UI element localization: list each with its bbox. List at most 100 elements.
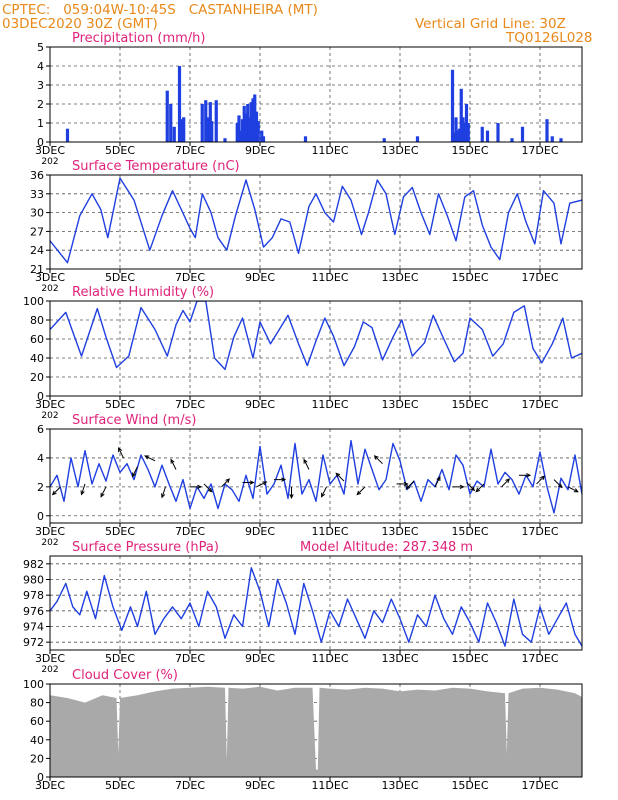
wind-arrow — [81, 483, 86, 495]
wind-series-line — [50, 439, 582, 514]
precip-title: Precipitation (mm/h) — [72, 31, 205, 46]
wind-arrow-head — [436, 475, 441, 482]
wind-arrow-head — [170, 458, 175, 464]
xtick-label: 15DEC — [451, 398, 488, 411]
ytick-label: 0 — [37, 771, 44, 784]
ytick-label: 80 — [30, 314, 44, 327]
wind-arrow-head — [262, 481, 268, 486]
wind-arrow-head — [132, 472, 137, 478]
precip-bar — [200, 104, 204, 142]
ytick-label: 1 — [37, 117, 44, 130]
precip-bar — [415, 136, 420, 142]
xtick-label: 15DEC — [451, 144, 488, 157]
xtick-label: 5DEC — [105, 144, 135, 157]
wind-arrow — [303, 459, 310, 470]
xtick-label: 3DEC — [35, 652, 65, 665]
xtick-label: 5DEC — [105, 652, 135, 665]
precip-bar — [466, 123, 470, 142]
xtick-label: 11DEC — [311, 144, 348, 157]
rh-series-line — [50, 301, 582, 371]
precip-bar — [182, 117, 186, 142]
precip-bar — [247, 117, 252, 142]
precip-bar — [177, 66, 182, 142]
wind-arrow — [475, 483, 485, 493]
wind-arrow — [335, 472, 345, 482]
wind-arrow — [118, 447, 124, 459]
ytick-label: 80 — [30, 697, 44, 710]
precip-bar — [456, 130, 460, 142]
wind-arrow-head — [470, 486, 476, 492]
precip-bar — [454, 117, 458, 142]
ytick-label: 0 — [37, 510, 44, 523]
precip-bar — [204, 100, 208, 142]
precip-bar — [165, 90, 169, 142]
xtick-label: 13DEC — [381, 525, 418, 538]
ytick-label: 976 — [23, 605, 44, 618]
ytick-label: 100 — [23, 295, 44, 308]
xtick-label: 9DEC — [245, 652, 275, 665]
precip-plot — [65, 66, 563, 142]
xtick-label: 17DEC — [521, 652, 558, 665]
wind-arrow — [256, 481, 267, 488]
xtick-label: 9DEC — [245, 271, 275, 284]
wind-arrow-head — [335, 472, 341, 478]
header-line2-left: 03DEC2020 30Z (GMT) — [2, 16, 158, 32]
temp-panel: Surface Temperature (nC) 21 24 27 30 33 36 3DEC… — [30, 159, 583, 294]
cloud-frame — [49, 683, 583, 778]
precip-bar — [249, 102, 253, 142]
xtick-label: 3DEC — [35, 398, 65, 411]
precip-bar — [254, 111, 259, 142]
pressure-title: Surface Pressure (hPa) — [72, 540, 219, 555]
wind-arrow-head — [161, 493, 166, 499]
header-line1-left: CPTEC: 059:04W-10:45S CASTANHEIRA (MT) — [2, 2, 318, 18]
wind-arrow — [553, 479, 563, 488]
wind-arrow-head — [321, 492, 326, 498]
xtick-label: 3DEC — [35, 271, 65, 284]
xtick-label: 9DEC — [245, 398, 275, 411]
ytick-label: 6 — [37, 423, 44, 436]
xtick-label: 15DEC — [451, 779, 488, 792]
rh-plot — [50, 301, 582, 371]
xtick-label: 15DEC — [451, 525, 488, 538]
rh-frame — [49, 300, 583, 397]
xtick-label: 17DEC — [521, 525, 558, 538]
precip-frame — [49, 46, 583, 143]
wind-arrow — [356, 486, 366, 495]
wind-arrow-head — [207, 487, 213, 493]
xtick-label: 15DEC — [451, 271, 488, 284]
precip-bar — [463, 123, 467, 142]
header-line2-right: TQ0126L028 — [506, 30, 593, 46]
temp-frame — [49, 174, 583, 270]
wind-arrow — [144, 455, 156, 462]
ytick-label: 60 — [30, 333, 44, 346]
ytick-label: 40 — [30, 734, 44, 747]
xtick-label: 3DEC — [35, 779, 65, 792]
precip-bar — [485, 130, 490, 142]
ytick-label: 60 — [30, 715, 44, 728]
precip-bar — [459, 88, 463, 142]
ytick-label: 2 — [37, 481, 44, 494]
xtick-label: 11DEC — [311, 652, 348, 665]
wind-arrow-head — [144, 455, 150, 460]
cloud-title: Cloud Cover (%) — [72, 668, 178, 683]
pressure-series-line — [50, 567, 582, 647]
precip-bar — [480, 126, 484, 142]
ytick-label: 36 — [30, 169, 44, 182]
cloud-plot — [50, 686, 582, 777]
pressure-plot — [50, 567, 582, 647]
wind-arrow-head — [249, 480, 255, 485]
precip-bar — [496, 123, 500, 142]
wind-plot — [50, 439, 582, 514]
wind-arrow-head — [281, 477, 287, 482]
xtick-label: 3DEC — [35, 525, 65, 538]
xtick-label: 13DEC — [381, 271, 418, 284]
precip-bar — [545, 119, 549, 142]
wind-arrow-head — [475, 487, 481, 493]
wind-arrow — [321, 486, 327, 497]
wind-arrow-head — [405, 484, 411, 490]
xtick-label: 17DEC — [521, 271, 558, 284]
xtick-year-label: 202 — [41, 157, 58, 167]
wind-arrow — [466, 482, 475, 491]
wind-frame — [49, 428, 583, 524]
ytick-label: 4 — [37, 452, 44, 465]
